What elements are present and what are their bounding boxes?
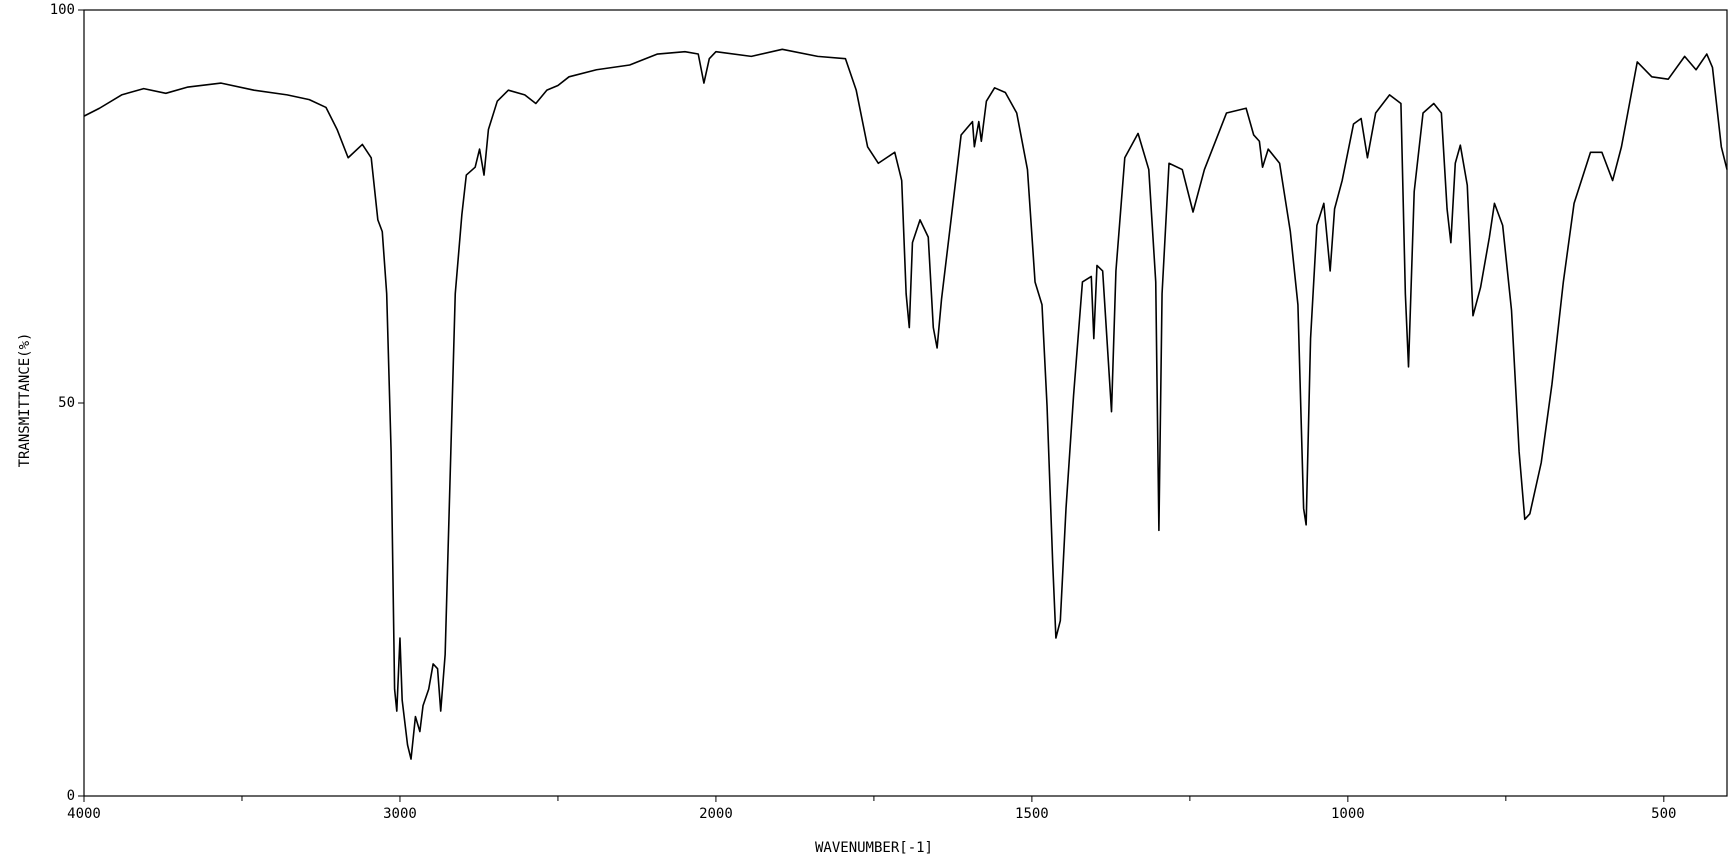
x-tick-label: 3000 [383,806,417,822]
x-axis-label: WAVENUMBER[-1] [815,840,933,856]
y-axis-label: TRANSMITTANCE(%) [17,333,33,468]
y-tick-label: 0 [67,788,75,804]
x-tick-label: 1500 [1015,806,1049,822]
y-tick-label: 100 [50,2,75,18]
spectrum-line [83,48,1728,760]
x-tick-label: 2000 [699,806,733,822]
x-tick-label: 4000 [67,806,101,822]
y-tick-label: 50 [58,395,75,411]
x-tick-label: 500 [1651,806,1676,822]
x-tick-label: 1000 [1331,806,1365,822]
plot-frame [83,9,1728,797]
